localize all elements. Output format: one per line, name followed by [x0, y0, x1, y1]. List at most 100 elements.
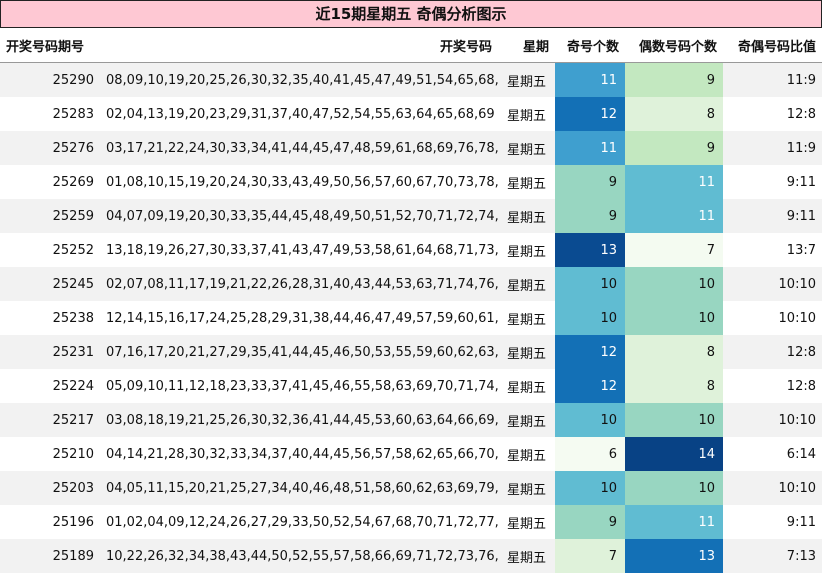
cell-weekday: 星期五 — [498, 131, 555, 165]
cell-issue: 25283 — [0, 97, 100, 131]
cell-ratio: 7:13 — [723, 539, 822, 573]
table-row: 25290 08,09,10,19,20,25,26,30,32,35,40,41… — [0, 62, 822, 97]
cell-ratio: 12:8 — [723, 97, 822, 131]
cell-odd-count: 6 — [555, 437, 625, 471]
cell-weekday: 星期五 — [498, 505, 555, 539]
cell-even-count: 10 — [625, 403, 723, 437]
cell-even-count: 10 — [625, 267, 723, 301]
cell-odd-count: 12 — [555, 369, 625, 403]
cell-issue: 25238 — [0, 301, 100, 335]
cell-issue: 25196 — [0, 505, 100, 539]
table-row: 25217 03,08,18,19,21,25,26,30,32,36,41,44… — [0, 403, 822, 437]
cell-numbers: 07,16,17,20,21,27,29,35,41,44,45,46,50,5… — [100, 335, 498, 369]
cell-numbers: 13,18,19,26,27,30,33,37,41,43,47,49,53,5… — [100, 233, 498, 267]
cell-weekday: 星期五 — [498, 62, 555, 97]
cell-issue: 25276 — [0, 131, 100, 165]
table-row: 25224 05,09,10,11,12,18,23,33,37,41,45,46… — [0, 369, 822, 403]
cell-odd-count: 9 — [555, 505, 625, 539]
table-row: 25238 12,14,15,16,17,24,25,28,29,31,38,44… — [0, 301, 822, 335]
cell-even-count: 10 — [625, 471, 723, 505]
cell-weekday: 星期五 — [498, 369, 555, 403]
cell-issue: 25224 — [0, 369, 100, 403]
cell-issue: 25252 — [0, 233, 100, 267]
cell-odd-count: 11 — [555, 62, 625, 97]
table-row: 25203 04,05,11,15,20,21,25,27,34,40,46,48… — [0, 471, 822, 505]
cell-even-count: 13 — [625, 539, 723, 573]
cell-issue: 25245 — [0, 267, 100, 301]
cell-even-count: 9 — [625, 131, 723, 165]
table-row: 25252 13,18,19,26,27,30,33,37,41,43,47,49… — [0, 233, 822, 267]
cell-ratio: 9:11 — [723, 505, 822, 539]
cell-even-count: 8 — [625, 369, 723, 403]
cell-even-count: 11 — [625, 199, 723, 233]
cell-even-count: 7 — [625, 233, 723, 267]
table-row: 25196 01,02,04,09,12,24,26,27,29,33,50,52… — [0, 505, 822, 539]
cell-odd-count: 12 — [555, 97, 625, 131]
cell-weekday: 星期五 — [498, 233, 555, 267]
cell-numbers: 03,17,21,22,24,30,33,34,41,44,45,47,48,5… — [100, 131, 498, 165]
header-row: 开奖号码期号 开奖号码 星期 奇号个数 偶数号码个数 奇偶号码比值 — [0, 28, 822, 63]
cell-numbers: 12,14,15,16,17,24,25,28,29,31,38,44,46,4… — [100, 301, 498, 335]
cell-even-count: 11 — [625, 165, 723, 199]
cell-issue: 25269 — [0, 165, 100, 199]
cell-odd-count: 12 — [555, 335, 625, 369]
cell-odd-count: 9 — [555, 165, 625, 199]
cell-numbers: 05,09,10,11,12,18,23,33,37,41,45,46,55,5… — [100, 369, 498, 403]
cell-numbers: 02,04,13,19,20,23,29,31,37,40,47,52,54,5… — [100, 97, 498, 131]
table-row: 25283 02,04,13,19,20,23,29,31,37,40,47,52… — [0, 97, 822, 131]
cell-weekday: 星期五 — [498, 97, 555, 131]
cell-ratio: 10:10 — [723, 301, 822, 335]
cell-ratio: 9:11 — [723, 165, 822, 199]
table-row: 25189 10,22,26,32,34,38,43,44,50,52,55,57… — [0, 539, 822, 573]
cell-odd-count: 13 — [555, 233, 625, 267]
odd-even-table: 开奖号码期号 开奖号码 星期 奇号个数 偶数号码个数 奇偶号码比值 25290 0… — [0, 28, 822, 573]
header-even-count: 偶数号码个数 — [625, 28, 723, 63]
cell-ratio: 12:8 — [723, 369, 822, 403]
cell-ratio: 12:8 — [723, 335, 822, 369]
table-row: 25259 04,07,09,19,20,30,33,35,44,45,48,49… — [0, 199, 822, 233]
cell-issue: 25231 — [0, 335, 100, 369]
cell-even-count: 11 — [625, 505, 723, 539]
cell-numbers: 04,14,21,28,30,32,33,34,37,40,44,45,56,5… — [100, 437, 498, 471]
header-weekday: 星期 — [498, 28, 555, 63]
table-body: 25290 08,09,10,19,20,25,26,30,32,35,40,41… — [0, 62, 822, 573]
cell-weekday: 星期五 — [498, 437, 555, 471]
cell-weekday: 星期五 — [498, 301, 555, 335]
cell-issue: 25259 — [0, 199, 100, 233]
cell-ratio: 6:14 — [723, 437, 822, 471]
cell-odd-count: 10 — [555, 301, 625, 335]
table-row: 25210 04,14,21,28,30,32,33,34,37,40,44,45… — [0, 437, 822, 471]
cell-odd-count: 10 — [555, 403, 625, 437]
cell-odd-count: 10 — [555, 267, 625, 301]
table-row: 25269 01,08,10,15,19,20,24,30,33,43,49,50… — [0, 165, 822, 199]
cell-ratio: 10:10 — [723, 471, 822, 505]
table-row: 25231 07,16,17,20,21,27,29,35,41,44,45,46… — [0, 335, 822, 369]
cell-numbers: 10,22,26,32,34,38,43,44,50,52,55,57,58,6… — [100, 539, 498, 573]
cell-odd-count: 10 — [555, 471, 625, 505]
cell-issue: 25217 — [0, 403, 100, 437]
cell-ratio: 10:10 — [723, 267, 822, 301]
cell-odd-count: 9 — [555, 199, 625, 233]
cell-weekday: 星期五 — [498, 199, 555, 233]
cell-weekday: 星期五 — [498, 471, 555, 505]
cell-issue: 25189 — [0, 539, 100, 573]
cell-numbers: 08,09,10,19,20,25,26,30,32,35,40,41,45,4… — [100, 62, 498, 97]
cell-odd-count: 11 — [555, 131, 625, 165]
cell-numbers: 01,08,10,15,19,20,24,30,33,43,49,50,56,5… — [100, 165, 498, 199]
cell-issue: 25290 — [0, 62, 100, 97]
cell-even-count: 14 — [625, 437, 723, 471]
cell-issue: 25210 — [0, 437, 100, 471]
table-row: 25276 03,17,21,22,24,30,33,34,41,44,45,47… — [0, 131, 822, 165]
page-title: 近15期星期五 奇偶分析图示 — [0, 0, 822, 28]
cell-even-count: 8 — [625, 97, 723, 131]
cell-ratio: 11:9 — [723, 62, 822, 97]
cell-even-count: 10 — [625, 301, 723, 335]
cell-numbers: 02,07,08,11,17,19,21,22,26,28,31,40,43,4… — [100, 267, 498, 301]
cell-ratio: 11:9 — [723, 131, 822, 165]
cell-weekday: 星期五 — [498, 539, 555, 573]
cell-numbers: 04,07,09,19,20,30,33,35,44,45,48,49,50,5… — [100, 199, 498, 233]
cell-even-count: 8 — [625, 335, 723, 369]
cell-ratio: 13:7 — [723, 233, 822, 267]
header-odd-count: 奇号个数 — [555, 28, 625, 63]
cell-ratio: 10:10 — [723, 403, 822, 437]
